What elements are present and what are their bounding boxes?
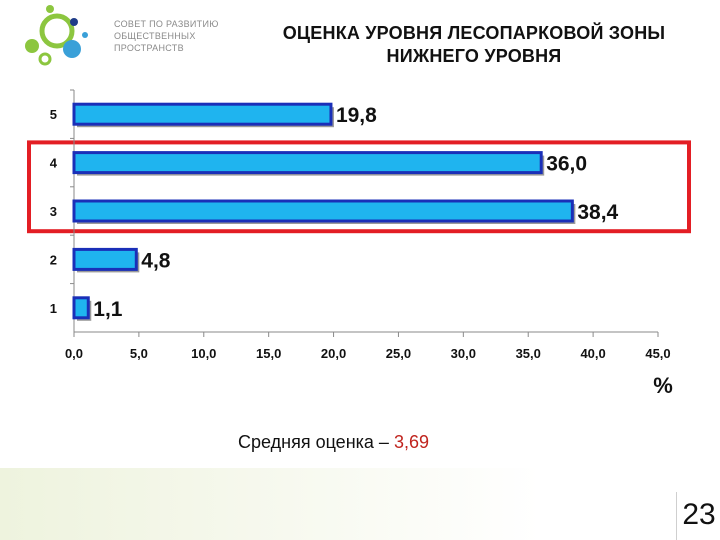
data-label: 38,4 bbox=[577, 201, 618, 224]
x-tick-label: 0,0 bbox=[65, 346, 83, 361]
data-label: 19,8 bbox=[336, 104, 377, 127]
x-axis-title: % bbox=[653, 373, 673, 398]
bar bbox=[72, 247, 138, 271]
x-tick-label: 45,0 bbox=[645, 346, 670, 361]
category-label: 5 bbox=[50, 107, 57, 122]
logo-emblem-icon bbox=[25, 5, 88, 66]
data-label: 36,0 bbox=[546, 153, 587, 176]
x-tick-label: 15,0 bbox=[256, 346, 281, 361]
x-tick-label: 20,0 bbox=[321, 346, 346, 361]
logo-line: СОВЕТ ПО РАЗВИТИЮ bbox=[114, 19, 219, 29]
category-label: 2 bbox=[50, 252, 57, 267]
category-label: 3 bbox=[50, 204, 57, 219]
x-tick-label: 40,0 bbox=[580, 346, 605, 361]
x-tick-label: 10,0 bbox=[191, 346, 216, 361]
category-label: 1 bbox=[50, 301, 57, 316]
footer-band bbox=[0, 468, 720, 540]
logo-line: ПРОСТРАНСТВ bbox=[114, 43, 184, 53]
bar bbox=[72, 102, 333, 126]
summary-value: 3,69 bbox=[393, 432, 429, 452]
logo-line: ОБЩЕСТВЕННЫХ bbox=[114, 31, 196, 41]
title-line: ОЦЕНКА УРОВНЯ ЛЕСОПАРКОВОЙ ЗОНЫ bbox=[282, 23, 666, 43]
highlight-frame bbox=[27, 140, 691, 234]
bar-chart: 0,0 5,0 10,0 15,0 20,0 25,0 30,0 35,0 40,0 45,0 5 1… bbox=[27, 89, 691, 398]
bar bbox=[72, 296, 90, 320]
average-score-summary: Средняя оценка – 3,69 bbox=[238, 432, 429, 453]
data-label: 4,8 bbox=[141, 249, 171, 272]
x-tick-label: 35,0 bbox=[516, 346, 541, 361]
page-number: 23 bbox=[676, 492, 720, 540]
x-tick-label: 25,0 bbox=[386, 346, 411, 361]
category-label: 4 bbox=[50, 156, 58, 171]
summary-label: Средняя оценка – bbox=[238, 432, 394, 452]
slide-title: ОЦЕНКА УРОВНЯ ЛЕСОПАРКОВОЙ ЗОНЫ НИЖНЕГО … bbox=[234, 22, 714, 68]
bar bbox=[72, 151, 543, 175]
bar bbox=[72, 199, 574, 223]
data-label: 1,1 bbox=[93, 298, 123, 321]
organization-logo: СОВЕТ ПО РАЗВИТИЮ ОБЩЕСТВЕННЫХ ПРОСТРАНС… bbox=[10, 4, 230, 70]
x-tick-label: 5,0 bbox=[130, 346, 148, 361]
title-line: НИЖНЕГО УРОВНЯ bbox=[386, 46, 562, 66]
x-tick-label: 30,0 bbox=[451, 346, 476, 361]
logo-text: СОВЕТ ПО РАЗВИТИЮ ОБЩЕСТВЕННЫХ ПРОСТРАНС… bbox=[114, 18, 219, 54]
